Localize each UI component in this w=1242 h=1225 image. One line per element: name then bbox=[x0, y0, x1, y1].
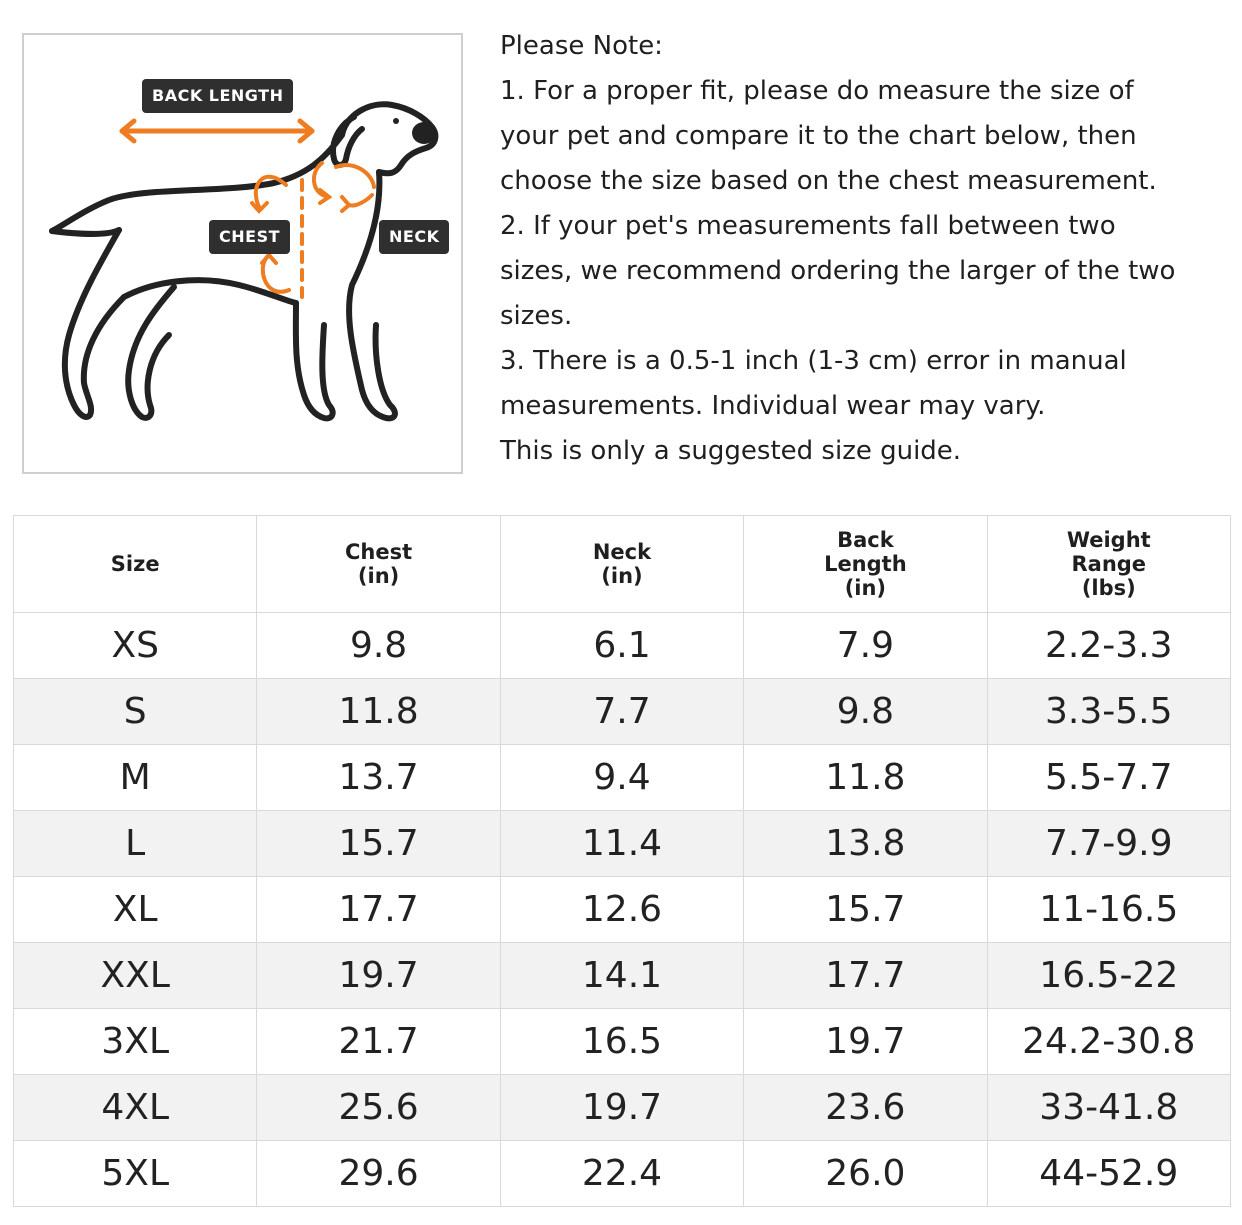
note-line: 1. For a proper fit, please do measure t… bbox=[500, 76, 1134, 106]
table-row: M 13.7 9.4 11.8 5.5-7.7 bbox=[12, 744, 1232, 811]
chest-tag: CHEST bbox=[209, 220, 290, 254]
cell-neck: 7.7 bbox=[499, 678, 745, 745]
cell-neck: 22.4 bbox=[499, 1140, 745, 1207]
cell-back-length: 13.8 bbox=[743, 810, 988, 877]
cell-neck: 6.1 bbox=[499, 612, 745, 679]
table-header-row: Size Chest (in) Neck (in) Back Length (in) W… bbox=[12, 515, 1232, 613]
cell-size: XL bbox=[12, 876, 258, 943]
table-row: 5XL 29.6 22.4 26.0 44-52.9 bbox=[12, 1140, 1232, 1207]
header-back-length: Back Length (in) bbox=[743, 515, 988, 613]
cell-chest: 25.6 bbox=[256, 1074, 501, 1141]
cell-chest: 15.7 bbox=[256, 810, 501, 877]
cell-chest: 9.8 bbox=[256, 612, 501, 679]
header-neck: Neck (in) bbox=[499, 515, 745, 613]
note-line: sizes. bbox=[500, 301, 573, 331]
header-weight-range: Weight Range (lbs) bbox=[986, 515, 1232, 613]
cell-size: 5XL bbox=[12, 1140, 258, 1207]
cell-neck: 14.1 bbox=[499, 942, 745, 1009]
neck-tag: NECK bbox=[379, 220, 450, 254]
cell-size: 3XL bbox=[12, 1008, 258, 1075]
table-row: XXL 19.7 14.1 17.7 16.5-22 bbox=[12, 942, 1232, 1009]
table-row: L 15.7 11.4 13.8 7.7-9.9 bbox=[12, 810, 1232, 877]
cell-size: 4XL bbox=[12, 1074, 258, 1141]
note-line: 3. There is a 0.5-1 inch (1-3 cm) error … bbox=[500, 346, 1127, 376]
note-line: Please Note: bbox=[500, 31, 663, 61]
note-line: choose the size based on the chest measu… bbox=[500, 166, 1157, 196]
cell-neck: 16.5 bbox=[499, 1008, 745, 1075]
cell-size: M bbox=[12, 744, 258, 811]
cell-weight-range: 5.5-7.7 bbox=[986, 744, 1232, 811]
cell-weight-range: 44-52.9 bbox=[986, 1140, 1232, 1207]
cell-size: XS bbox=[12, 612, 258, 679]
cell-chest: 13.7 bbox=[256, 744, 501, 811]
cell-back-length: 7.9 bbox=[743, 612, 988, 679]
cell-size: XXL bbox=[12, 942, 258, 1009]
cell-back-length: 11.8 bbox=[743, 744, 988, 811]
cell-chest: 17.7 bbox=[256, 876, 501, 943]
table-row: 3XL 21.7 16.5 19.7 24.2-30.8 bbox=[12, 1008, 1232, 1075]
cell-size: S bbox=[12, 678, 258, 745]
cell-chest: 19.7 bbox=[256, 942, 501, 1009]
dog-measurement-diagram: BACK LENGTH CHEST NECK bbox=[22, 33, 463, 474]
cell-neck: 19.7 bbox=[499, 1074, 745, 1141]
cell-weight-range: 11-16.5 bbox=[986, 876, 1232, 943]
cell-size: L bbox=[12, 810, 258, 877]
cell-neck: 12.6 bbox=[499, 876, 745, 943]
cell-weight-range: 16.5-22 bbox=[986, 942, 1232, 1009]
cell-weight-range: 33-41.8 bbox=[986, 1074, 1232, 1141]
back-length-tag: BACK LENGTH bbox=[142, 79, 294, 113]
cell-back-length: 9.8 bbox=[743, 678, 988, 745]
table-row: 4XL 25.6 19.7 23.6 33-41.8 bbox=[12, 1074, 1232, 1141]
table-row: XL 17.7 12.6 15.7 11-16.5 bbox=[12, 876, 1232, 943]
cell-back-length: 19.7 bbox=[743, 1008, 988, 1075]
note-line: measurements. Individual wear may vary. bbox=[500, 391, 1046, 421]
header-size: Size bbox=[12, 515, 258, 613]
note-line: This is only a suggested size guide. bbox=[500, 436, 962, 466]
header-chest: Chest (in) bbox=[256, 515, 501, 613]
note-line: 2. If your pet's measurements fall betwe… bbox=[500, 211, 1116, 241]
cell-chest: 11.8 bbox=[256, 678, 501, 745]
note-line: sizes, we recommend ordering the larger … bbox=[500, 256, 1176, 286]
cell-back-length: 17.7 bbox=[743, 942, 988, 1009]
table-row: S 11.8 7.7 9.8 3.3-5.5 bbox=[12, 678, 1232, 745]
cell-weight-range: 3.3-5.5 bbox=[986, 678, 1232, 745]
cell-neck: 9.4 bbox=[499, 744, 745, 811]
cell-back-length: 26.0 bbox=[743, 1140, 988, 1207]
cell-back-length: 15.7 bbox=[743, 876, 988, 943]
dog-outline-icon bbox=[49, 101, 439, 422]
cell-weight-range: 7.7-9.9 bbox=[986, 810, 1232, 877]
cell-weight-range: 24.2-30.8 bbox=[986, 1008, 1232, 1075]
table-row: XS 9.8 6.1 7.9 2.2-3.3 bbox=[12, 612, 1232, 679]
cell-weight-range: 2.2-3.3 bbox=[986, 612, 1232, 679]
size-chart-table: Size Chest (in) Neck (in) Back Length (in) W… bbox=[12, 515, 1232, 1207]
cell-chest: 21.7 bbox=[256, 1008, 501, 1075]
cell-neck: 11.4 bbox=[499, 810, 745, 877]
cell-back-length: 23.6 bbox=[743, 1074, 988, 1141]
note-line: your pet and compare it to the chart bel… bbox=[500, 121, 1137, 151]
cell-chest: 29.6 bbox=[256, 1140, 501, 1207]
fit-notes: Please Note: 1. For a proper fit, please… bbox=[500, 24, 1235, 474]
